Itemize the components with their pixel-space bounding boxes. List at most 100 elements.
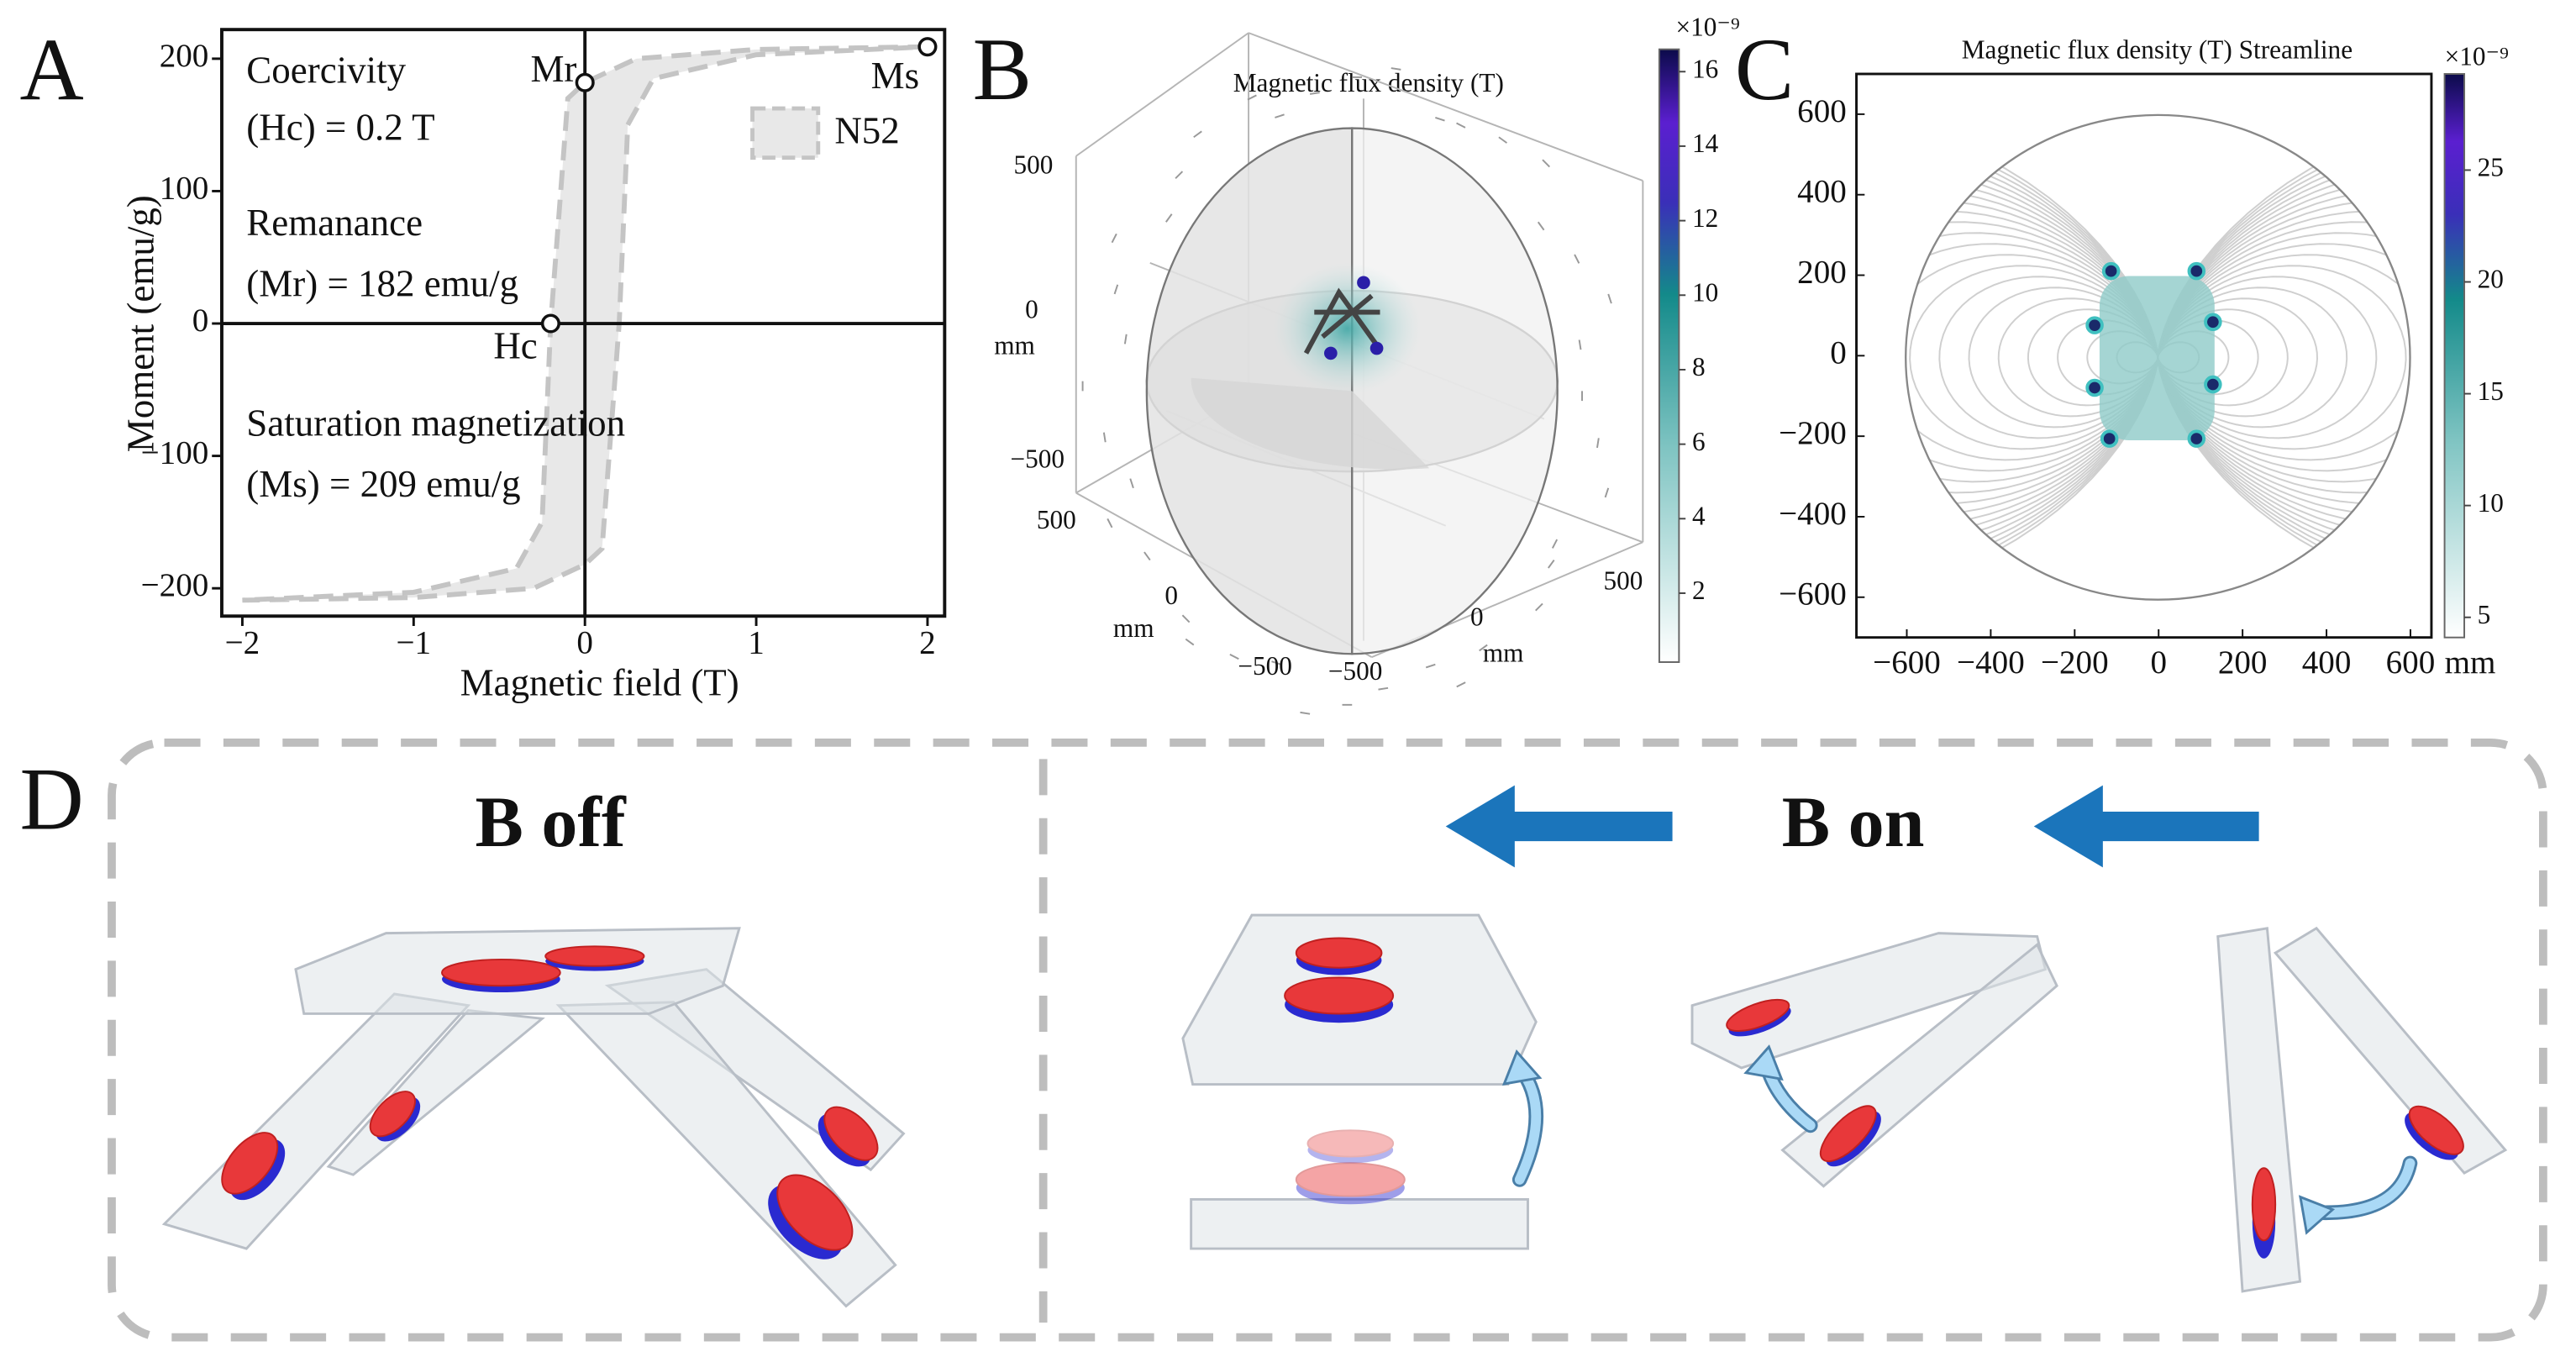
axis-tick-label: 0	[1164, 581, 1178, 610]
hotspot	[1324, 346, 1338, 360]
field-arrow	[1102, 432, 1107, 443]
magnet	[817, 1106, 879, 1167]
streamline	[2157, 177, 2410, 538]
magnet	[768, 1174, 854, 1259]
colorbar-tick-label: 2	[1692, 576, 1706, 605]
colorbar-tick-label: 10	[2478, 488, 2504, 518]
colorbar-tick-label: 4	[1692, 501, 1706, 530]
axis-tick-label: −500	[1011, 444, 1065, 474]
motion-arrow-head	[1743, 1044, 1784, 1081]
colorbar-exponent: ×10⁻⁹	[1675, 12, 1739, 41]
field-arrow	[1535, 602, 1543, 612]
magnet-south	[1296, 1171, 1405, 1205]
magnet	[1306, 1129, 1395, 1164]
magnet	[544, 945, 645, 971]
field-arrow	[1175, 171, 1184, 180]
field-region	[2099, 276, 2215, 441]
y-tick-label: 600	[1797, 93, 1847, 129]
point-marker	[540, 313, 560, 334]
y-tick-label: 200	[1797, 254, 1847, 290]
field-arrow	[1193, 130, 1202, 139]
field-arrow	[1596, 438, 1600, 449]
motion-arrow-head	[1501, 1049, 1543, 1086]
colorbar-tick-label: 14	[1692, 129, 1719, 158]
magnet-north	[2408, 1105, 2464, 1155]
streamline	[1906, 145, 2159, 571]
magnet-north	[1295, 1162, 1406, 1197]
magnet-north	[2251, 1167, 2277, 1242]
axis-tick-label: mm	[994, 331, 1035, 360]
streamline	[2157, 166, 2410, 549]
colorbar-tick-label: 12	[1692, 203, 1718, 233]
colorbar-tick-label: 15	[2478, 376, 2504, 406]
resin-block	[2273, 926, 2508, 1175]
magnet-north	[544, 945, 645, 967]
x-tick-label: 0	[576, 624, 593, 660]
field-arrow	[1578, 339, 1582, 350]
y-tick-label: 100	[160, 170, 209, 206]
unit-label: mm	[2445, 644, 2496, 681]
magnet-frame	[1303, 287, 1380, 355]
hotspot	[2187, 261, 2206, 281]
hotspot	[1369, 341, 1384, 355]
legend-label: N52	[834, 110, 899, 152]
field-arrow	[1551, 539, 1559, 549]
field-arrow	[1391, 67, 1401, 71]
field-arrow	[1129, 478, 1134, 489]
point-label: Hc	[493, 325, 537, 367]
field-arrow	[1456, 681, 1466, 688]
condition-title: B off	[475, 781, 627, 862]
x-tick-label: −200	[2041, 644, 2109, 681]
magnet-north	[776, 1174, 854, 1251]
magnet-north	[369, 1091, 416, 1138]
magnet-north	[1306, 1129, 1395, 1158]
x-tick-label: 400	[2302, 644, 2352, 681]
axis-tick-label: 500	[1037, 505, 1076, 534]
point-label: Ms	[871, 55, 920, 97]
motion-arrow	[2311, 1158, 2416, 1218]
field-arrow	[1435, 117, 1445, 122]
streamline	[1906, 166, 2159, 549]
y-tick-label: −200	[141, 567, 209, 603]
field-arrow	[1247, 94, 1257, 101]
field-arrow	[1123, 334, 1128, 344]
streamline	[2157, 123, 2410, 592]
magnet-north	[1726, 998, 1790, 1032]
x-tick-label: 200	[2218, 644, 2268, 681]
colorbar-exponent: ×10⁻⁹	[2445, 42, 2509, 71]
hotspot	[2085, 378, 2104, 397]
y-tick-label: 0	[192, 302, 209, 339]
colorbar-tick-label: 25	[2478, 153, 2504, 182]
hotspot	[1357, 276, 1370, 290]
streamline	[1906, 114, 2159, 600]
streamline	[2157, 145, 2410, 571]
hotspot	[2100, 429, 2119, 448]
magnet	[2251, 1167, 2277, 1259]
x-tick-label: −600	[1873, 644, 1941, 681]
resin-block	[2216, 927, 2302, 1293]
y-tick-label: −600	[1779, 576, 1847, 613]
field-arrow	[1498, 136, 1508, 144]
field-arrow	[1143, 551, 1151, 561]
axis-tick-label: mm	[1483, 638, 1524, 667]
magnet-north	[221, 1132, 279, 1195]
axis-tick-label: mm	[1113, 613, 1154, 643]
axis-tick-label: 0	[1470, 602, 1484, 631]
streamline	[2157, 155, 2410, 560]
magnet-north	[1284, 976, 1395, 1015]
x-tick-label: −400	[1957, 644, 2025, 681]
field-arrow	[1607, 293, 1612, 304]
colorbar-tick-label: 20	[2478, 265, 2504, 294]
legend-swatch	[750, 106, 821, 160]
annotation: (Hc) = 0.2 T	[246, 107, 434, 149]
annotation: Coercivity	[246, 49, 406, 91]
magnet	[441, 958, 561, 993]
streamline	[1906, 123, 2159, 592]
field-arrow	[1164, 213, 1173, 223]
field-arrow	[1479, 644, 1488, 652]
magnet-north	[1295, 937, 1383, 969]
field-arrow	[1309, 92, 1320, 95]
field-arrow	[1275, 113, 1285, 118]
x-tick-label: 2	[919, 624, 936, 660]
